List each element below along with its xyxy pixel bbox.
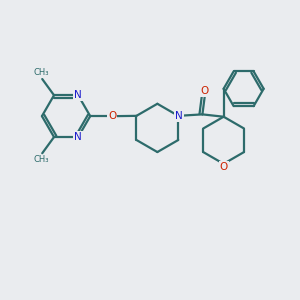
Text: CH₃: CH₃ <box>33 155 49 164</box>
Text: CH₃: CH₃ <box>33 68 49 77</box>
Text: O: O <box>201 86 209 96</box>
Text: O: O <box>220 162 228 172</box>
Text: N: N <box>74 132 82 142</box>
Text: O: O <box>108 111 116 121</box>
Text: N: N <box>175 111 183 121</box>
Text: N: N <box>74 90 82 100</box>
